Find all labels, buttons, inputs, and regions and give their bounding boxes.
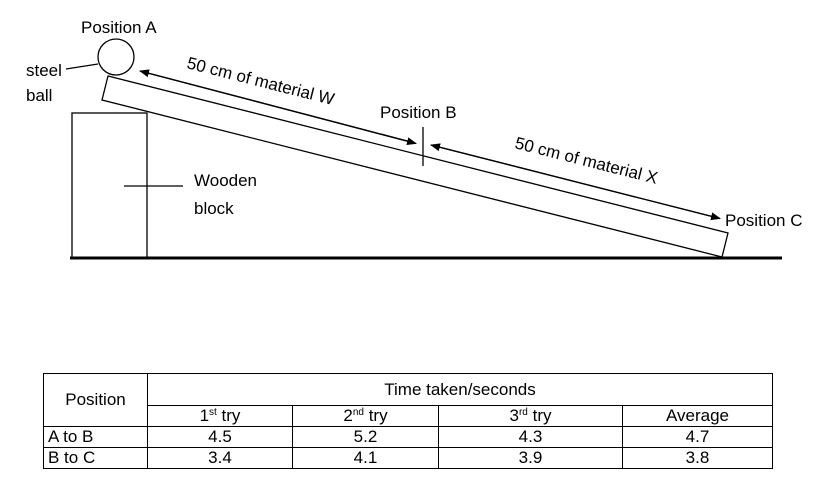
column-header-average: Average — [622, 405, 773, 427]
table-cell: 4.1 — [292, 447, 439, 469]
table-cell: 3.4 — [147, 447, 293, 469]
ramp-diagram: Wooden block steel ball Position A Posit… — [26, 18, 802, 260]
material-x-label: 50 cm of material X — [513, 133, 660, 187]
results-table-wrapper: Position Time taken/seconds 1st try 2nd … — [43, 373, 773, 469]
table-row: A to B 4.5 5.2 4.3 4.7 — [43, 426, 773, 448]
column-header-try-3: 3rd try — [438, 405, 623, 427]
steel-ball-pointer — [65, 63, 99, 70]
column-header-row: 1st try 2nd try 3rd try Average — [44, 405, 773, 427]
time-taken-header: Time taken/seconds — [147, 373, 773, 406]
table-cell: 5.2 — [292, 426, 439, 448]
arrow-material-x-head — [430, 144, 721, 221]
table-cell: 4.5 — [147, 426, 293, 448]
column-header-try-2: 2nd try — [292, 405, 439, 427]
position-a-label: Position A — [81, 18, 157, 37]
results-table: Position Time taken/seconds 1st try 2nd … — [43, 373, 773, 469]
row-label: A to B — [43, 426, 148, 448]
arrow-material-w-head — [139, 70, 417, 146]
position-header: Position — [43, 373, 148, 427]
ramp-plank — [101, 75, 729, 258]
position-c-label: Position C — [725, 211, 802, 230]
steel-ball — [97, 38, 135, 76]
table-cell: 4.7 — [622, 426, 773, 448]
table-row: B to C 3.4 4.1 3.9 3.8 — [43, 447, 773, 469]
position-b-label: Position B — [380, 103, 457, 122]
table-cell: 4.3 — [438, 426, 623, 448]
table-cell: 3.8 — [622, 447, 773, 469]
steel-ball-label: steel ball — [26, 61, 67, 105]
table-cell: 3.9 — [438, 447, 623, 469]
column-header-try-1: 1st try — [147, 405, 293, 427]
wooden-block-label: Wooden block — [194, 171, 262, 218]
row-label: B to C — [43, 447, 148, 469]
